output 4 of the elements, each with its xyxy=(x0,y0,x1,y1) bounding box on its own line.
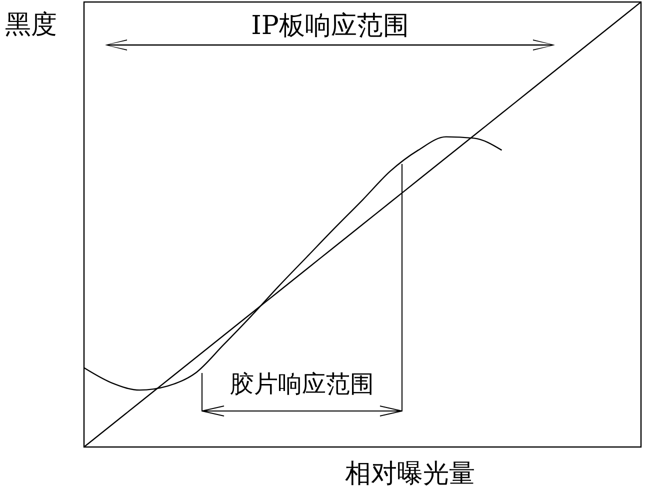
annotation: IP板响应范围 xyxy=(251,11,409,41)
y-axis-title: 黑度 xyxy=(5,10,57,40)
x-axis-title: 相对曝光量 xyxy=(345,459,475,489)
annotation: 胶片响应范围 xyxy=(230,370,374,398)
